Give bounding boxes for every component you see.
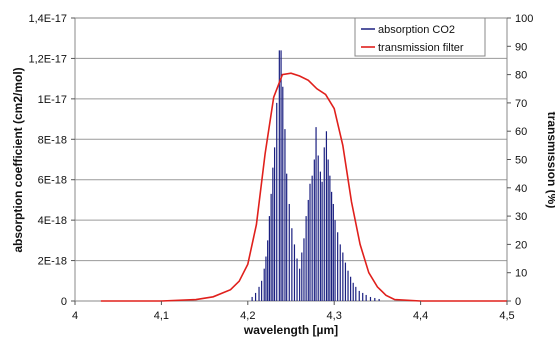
left-axis-ticks: 0 2E-18 4E-18 6E-18 8E-18 1E-17 1,2E-17 1,4E-17 [28, 13, 75, 308]
right-tick-label: 40 [515, 183, 527, 195]
left-axis-title: absorption coefficient (cm2/mol) [11, 67, 25, 252]
legend-label-transmission: transmission filter [378, 42, 464, 54]
legend-box [354, 17, 486, 57]
gridlines [75, 57, 507, 262]
x-tick-label: 4,4 [413, 310, 428, 322]
right-tick-label: 80 [515, 70, 527, 82]
right-axis-title: transmission (%) [545, 112, 555, 209]
x-tick-label: 4,1 [154, 310, 169, 322]
absorption-series [251, 50, 380, 301]
left-tick-label: 6E-18 [38, 175, 67, 187]
legend-label-absorption: absorption CO2 [378, 24, 455, 36]
x-tick-label: 4,3 [327, 310, 342, 322]
x-axis-title: wavelength [µm] [243, 323, 338, 337]
right-tick-label: 30 [515, 211, 527, 223]
right-tick-label: 100 [515, 13, 533, 25]
right-tick-label: 0 [515, 296, 521, 308]
plot-area [74, 17, 508, 302]
transmission-line [100, 72, 507, 302]
right-tick-label: 70 [515, 98, 527, 110]
left-tick-label: 2E-18 [38, 256, 67, 268]
left-tick-label: 1,4E-17 [28, 13, 67, 25]
x-axis-ticks: 4 4,1 4,2 4,3 4,4 4,5 [72, 301, 515, 322]
left-tick-label: 1E-17 [38, 94, 67, 106]
right-tick-label: 60 [515, 126, 527, 138]
right-axis-ticks: 0 10 20 30 40 50 60 70 80 90 100 [507, 13, 533, 308]
left-tick-label: 0 [61, 296, 67, 308]
right-tick-label: 10 [515, 268, 527, 280]
left-tick-label: 1,2E-17 [28, 53, 67, 65]
left-tick-label: 8E-18 [38, 134, 67, 146]
right-tick-label: 90 [515, 41, 527, 53]
right-tick-label: 50 [515, 155, 527, 167]
left-tick-label: 4E-18 [38, 215, 67, 227]
legend: absorption CO2 transmission filter [354, 17, 486, 57]
x-tick-label: 4,2 [240, 310, 255, 322]
x-tick-label: 4,5 [499, 310, 514, 322]
x-tick-label: 4 [72, 310, 78, 322]
right-tick-label: 20 [515, 239, 527, 251]
